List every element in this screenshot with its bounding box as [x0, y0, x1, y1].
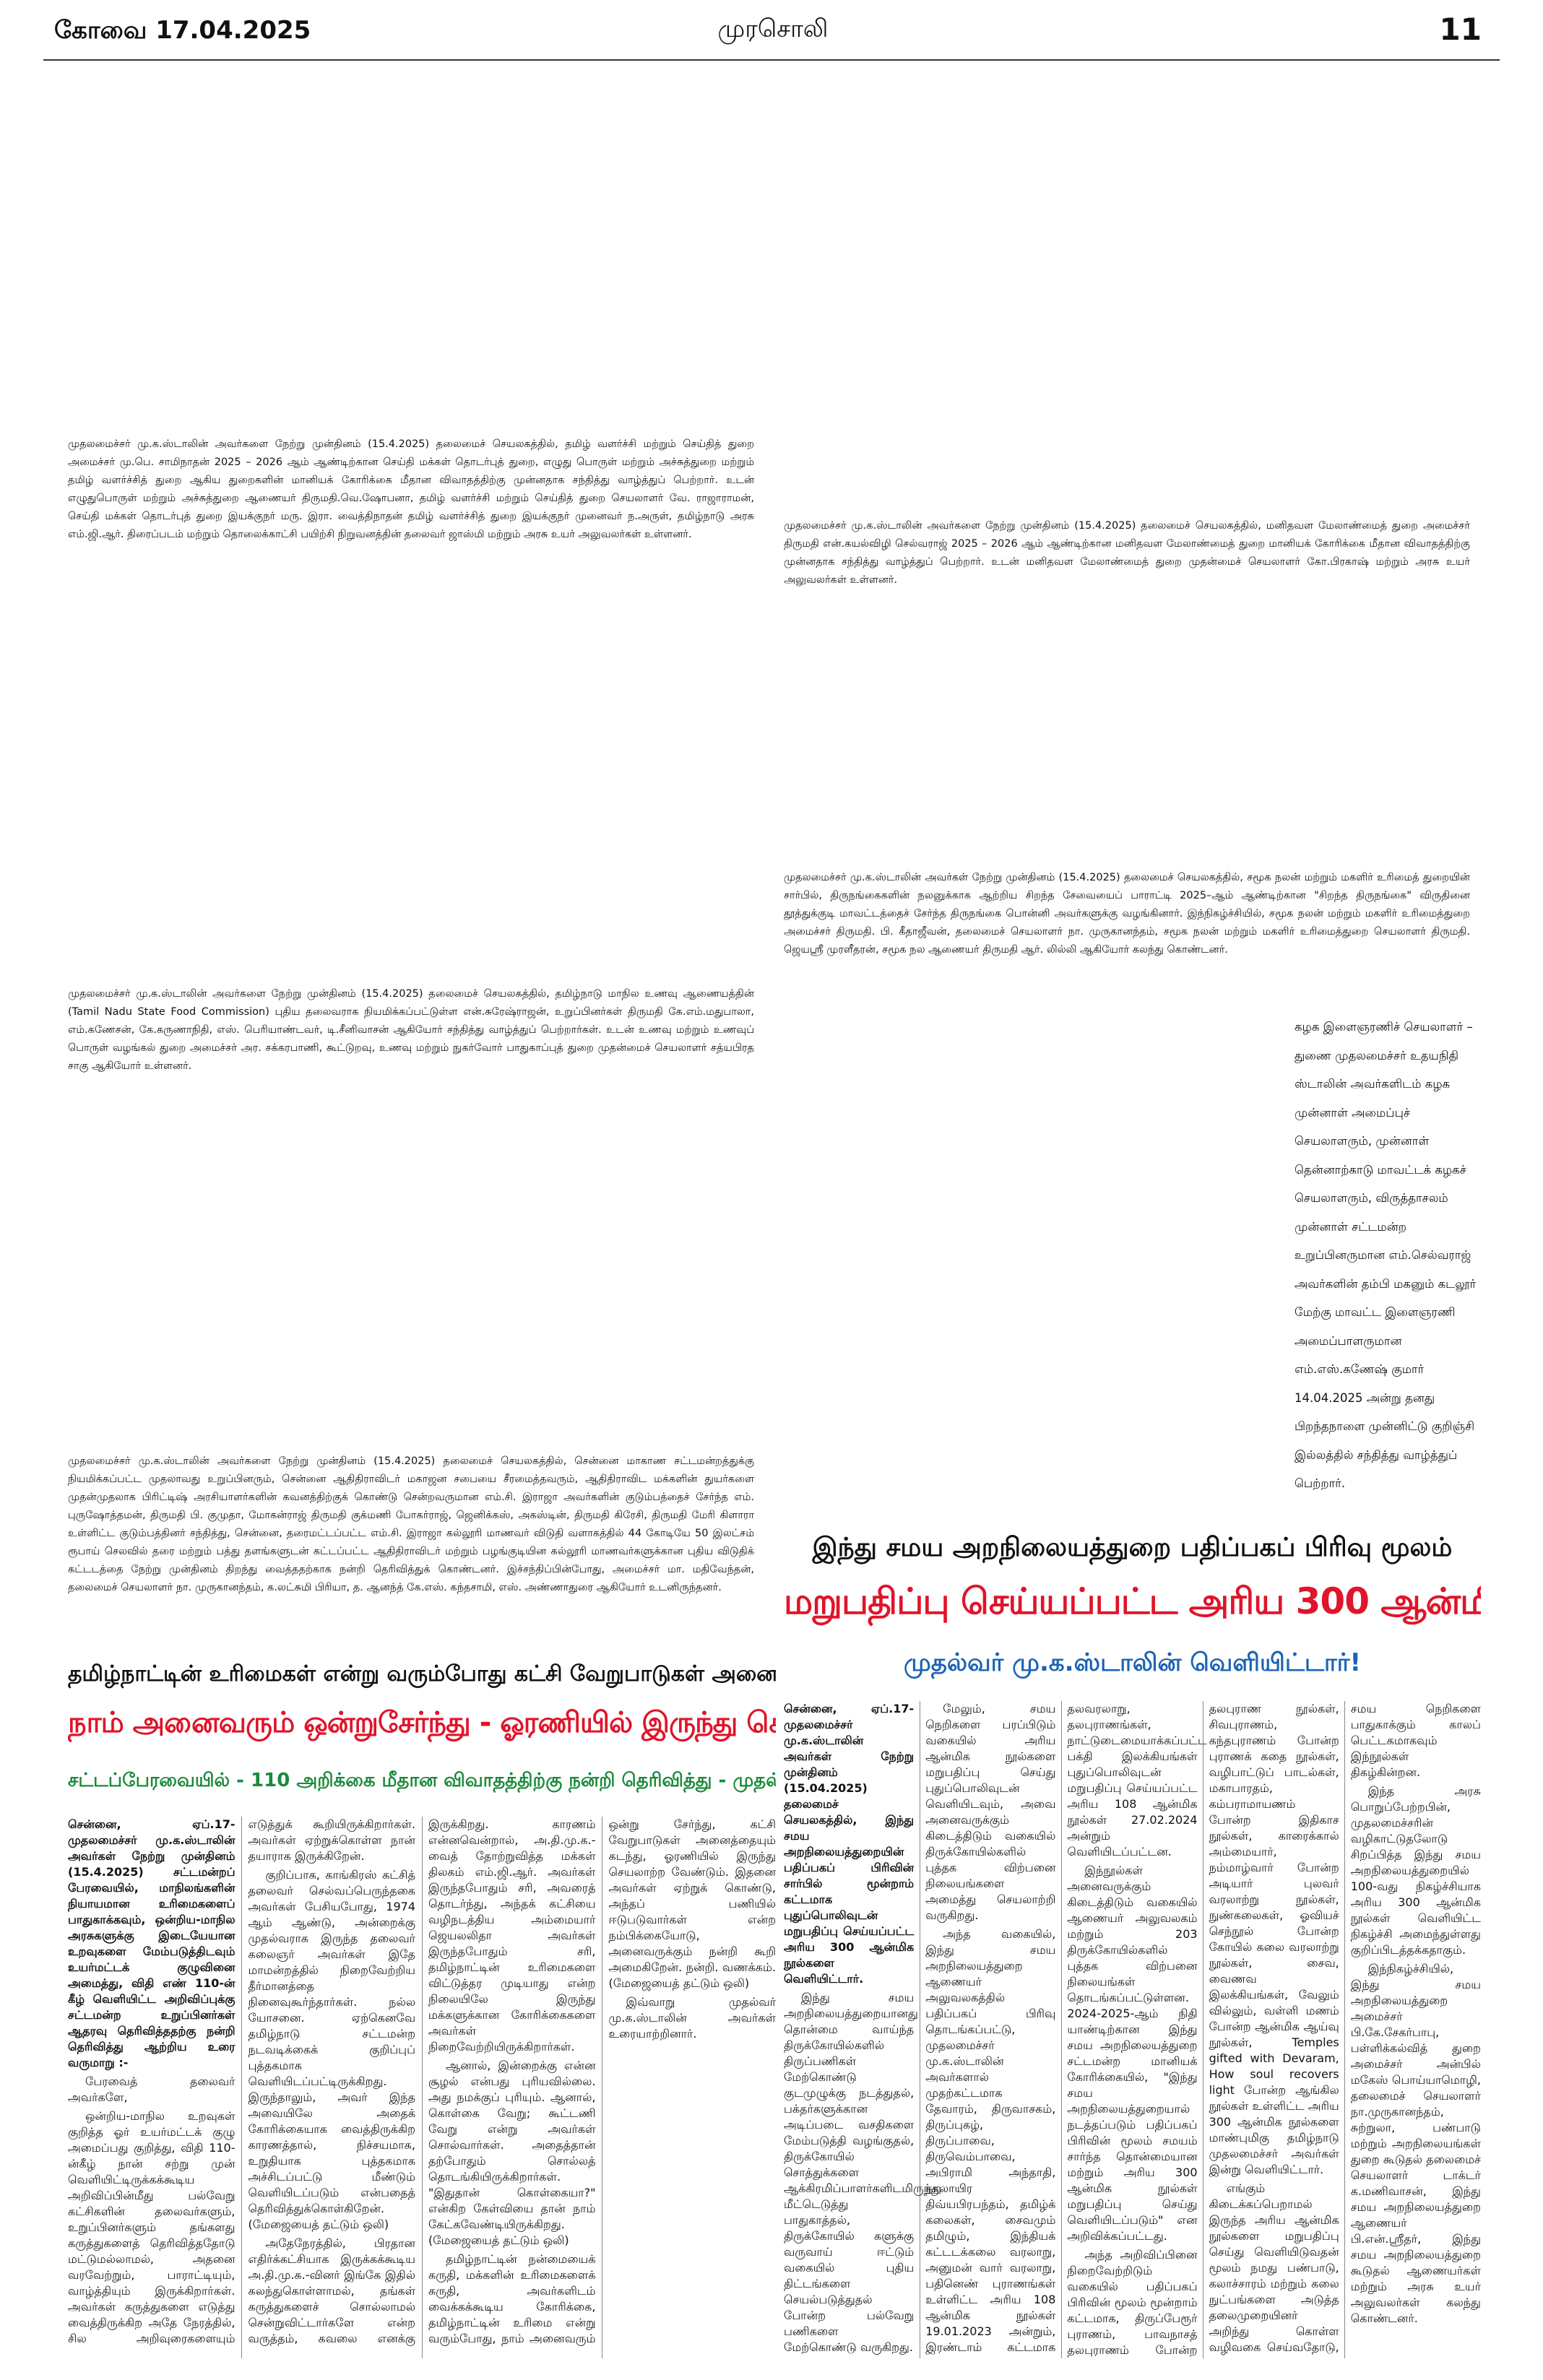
article-paragraph: எங்கும் கிடைக்கப்பெறாமல் இருந்த அரிய ஆன்… [1209, 1702, 1481, 2354]
article-lead: சென்னை, ஏப்.17- முதலமைச்சர் மு.க.ஸ்டாலின… [68, 1817, 235, 2069]
article-paragraph: அதேநேரத்தில், பிரதான எதிர்க்கட்சியாக இரு… [248, 1817, 596, 2345]
photo-caption: முதலமைச்சர் மு.க.ஸ்டாலின் அவர்களை நேற்று… [68, 1455, 754, 1593]
article-paragraph: குறிப்பாக, காங்கிரஸ் கட்சித் தலைவர் செல்… [248, 1868, 416, 2231]
article-body: சென்னை, ஏப்.17- முதலமைச்சர் மு.க.ஸ்டாலின… [784, 1701, 1481, 2358]
article-headline: நாம் அனைவரும் ஒன்றுசேர்ந்து - ஓரணியில் இ… [68, 1706, 776, 1739]
article-paragraph: இந்நிகழ்ச்சியில், இந்து சமய அறநிலையத்துற… [1350, 1962, 1481, 2325]
photo-caption: முதலமைச்சர் மு.க.ஸ்டாலின் அவர்களை நேற்று… [68, 438, 754, 540]
article-paragraph: ஒன்றிய-மாநில உறவுகள் குறித்த ஓர் உயர்மட்… [68, 1817, 415, 2345]
edition-date: கோவை 17.04.2025 [54, 16, 311, 45]
article-paragraph: இவ்வாறு முதல்வர் மு.க.ஸ்டாலின் அவர்கள் உ… [608, 1995, 777, 2041]
article-subheadline: சட்டப்பேரவையில் - 110 அறிக்கை மீதான விவா… [68, 1770, 776, 1791]
article-paragraph: பேரவைத் தலைவர் அவர்களே, [68, 2074, 235, 2104]
article-kicker: தமிழ்நாட்டின் உரிமைகள் என்று வரும்போது க… [68, 1661, 776, 1687]
masthead: முரசொலி [717, 14, 829, 43]
article-lead: சென்னை, ஏப்.17- முதலமைச்சர் மு.க.ஸ்டாலின… [784, 1702, 915, 1986]
article-paragraph: இந்து சமய அறநிலையத்துறையானது தொன்மை வாய்… [784, 1991, 941, 2354]
photo-caption: முதலமைச்சர் மு.க.ஸ்டாலின் அவர்களை நேற்று… [784, 520, 1470, 586]
photo-caption: முதலமைச்சர் மு.க.ஸ்டாலின் அவர்கள் நேற்று… [784, 872, 1470, 956]
photo-caption: முதலமைச்சர் மு.க.ஸ்டாலின் அவர்களை நேற்று… [68, 988, 754, 1072]
side-note: கழக இளைஞரணிச் செயலாளர் – துணை முதலமைச்சர… [1295, 1020, 1477, 1490]
article-headline: மறுபதிப்பு செய்யப்பட்ட அரிய 300 ஆன்மிக ந… [784, 1580, 1481, 1622]
article-paragraph: அந்த அறிவிப்பினை நிறைவேற்றிடும் வகையில் … [1067, 1702, 1339, 2357]
article-paragraph: அந்த வகையில், இந்து சமய அறநிலையத்துறை ஆண… [925, 1702, 1207, 2354]
header-rule [43, 59, 1500, 61]
article-paragraph: ஆனால், இன்றைக்கு என்ன சூழல் என்பது புரிய… [428, 2059, 596, 2247]
page-number: 11 [1439, 12, 1482, 47]
article-paragraph: மேலும், சமய நெறிகளை பரப்பிடும் வகையில் அ… [925, 1702, 1056, 1922]
article-subheadline: முதல்வர் மு.க.ஸ்டாலின் வெளியிட்டார்! [903, 1648, 1362, 1677]
article-kicker: இந்து சமய அறநிலையத்துறை பதிப்பகப் பிரிவு… [812, 1533, 1453, 1562]
article-paragraph: தமிழ்நாட்டின் நன்மையைக் கருதி, மக்களின் … [428, 1817, 776, 2345]
article-body: சென்னை, ஏப்.17- முதலமைச்சர் மு.க.ஸ்டாலின… [68, 1817, 776, 2358]
article-paragraph: இந்நூல்கள் அனைவருக்கும் கிடைத்திடும் வகை… [1067, 1864, 1198, 2243]
article-paragraph: இந்த அரசு பொறுப்பேற்றபின், முதலமைச்சரின்… [1350, 1784, 1481, 1957]
